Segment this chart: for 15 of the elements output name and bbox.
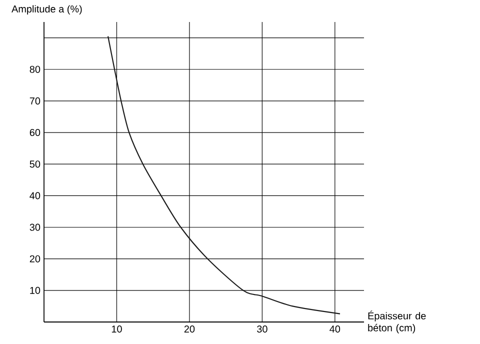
y-axis-title: Amplitude a (%) — [12, 5, 82, 14]
y-tick-label: 30 — [30, 224, 40, 231]
y-tick-label: 70 — [30, 97, 40, 104]
y-tick-label: 50 — [30, 160, 40, 168]
y-tick-label: 20 — [30, 255, 40, 262]
x-tick-label: 40 — [330, 326, 340, 333]
line-series — [107, 36, 341, 314]
y-tick-label: 60 — [30, 129, 40, 136]
y-tick-label: 80 — [30, 66, 40, 73]
y-tick-label: 40 — [30, 192, 40, 200]
x-axis-title: Épaisseur de béton (cm) — [368, 310, 426, 334]
x-tick-label: 30 — [257, 326, 268, 333]
y-tick-label: 10 — [30, 286, 40, 294]
x-tick-label: 10 — [112, 326, 122, 333]
x-tick-label: 20 — [184, 326, 195, 333]
